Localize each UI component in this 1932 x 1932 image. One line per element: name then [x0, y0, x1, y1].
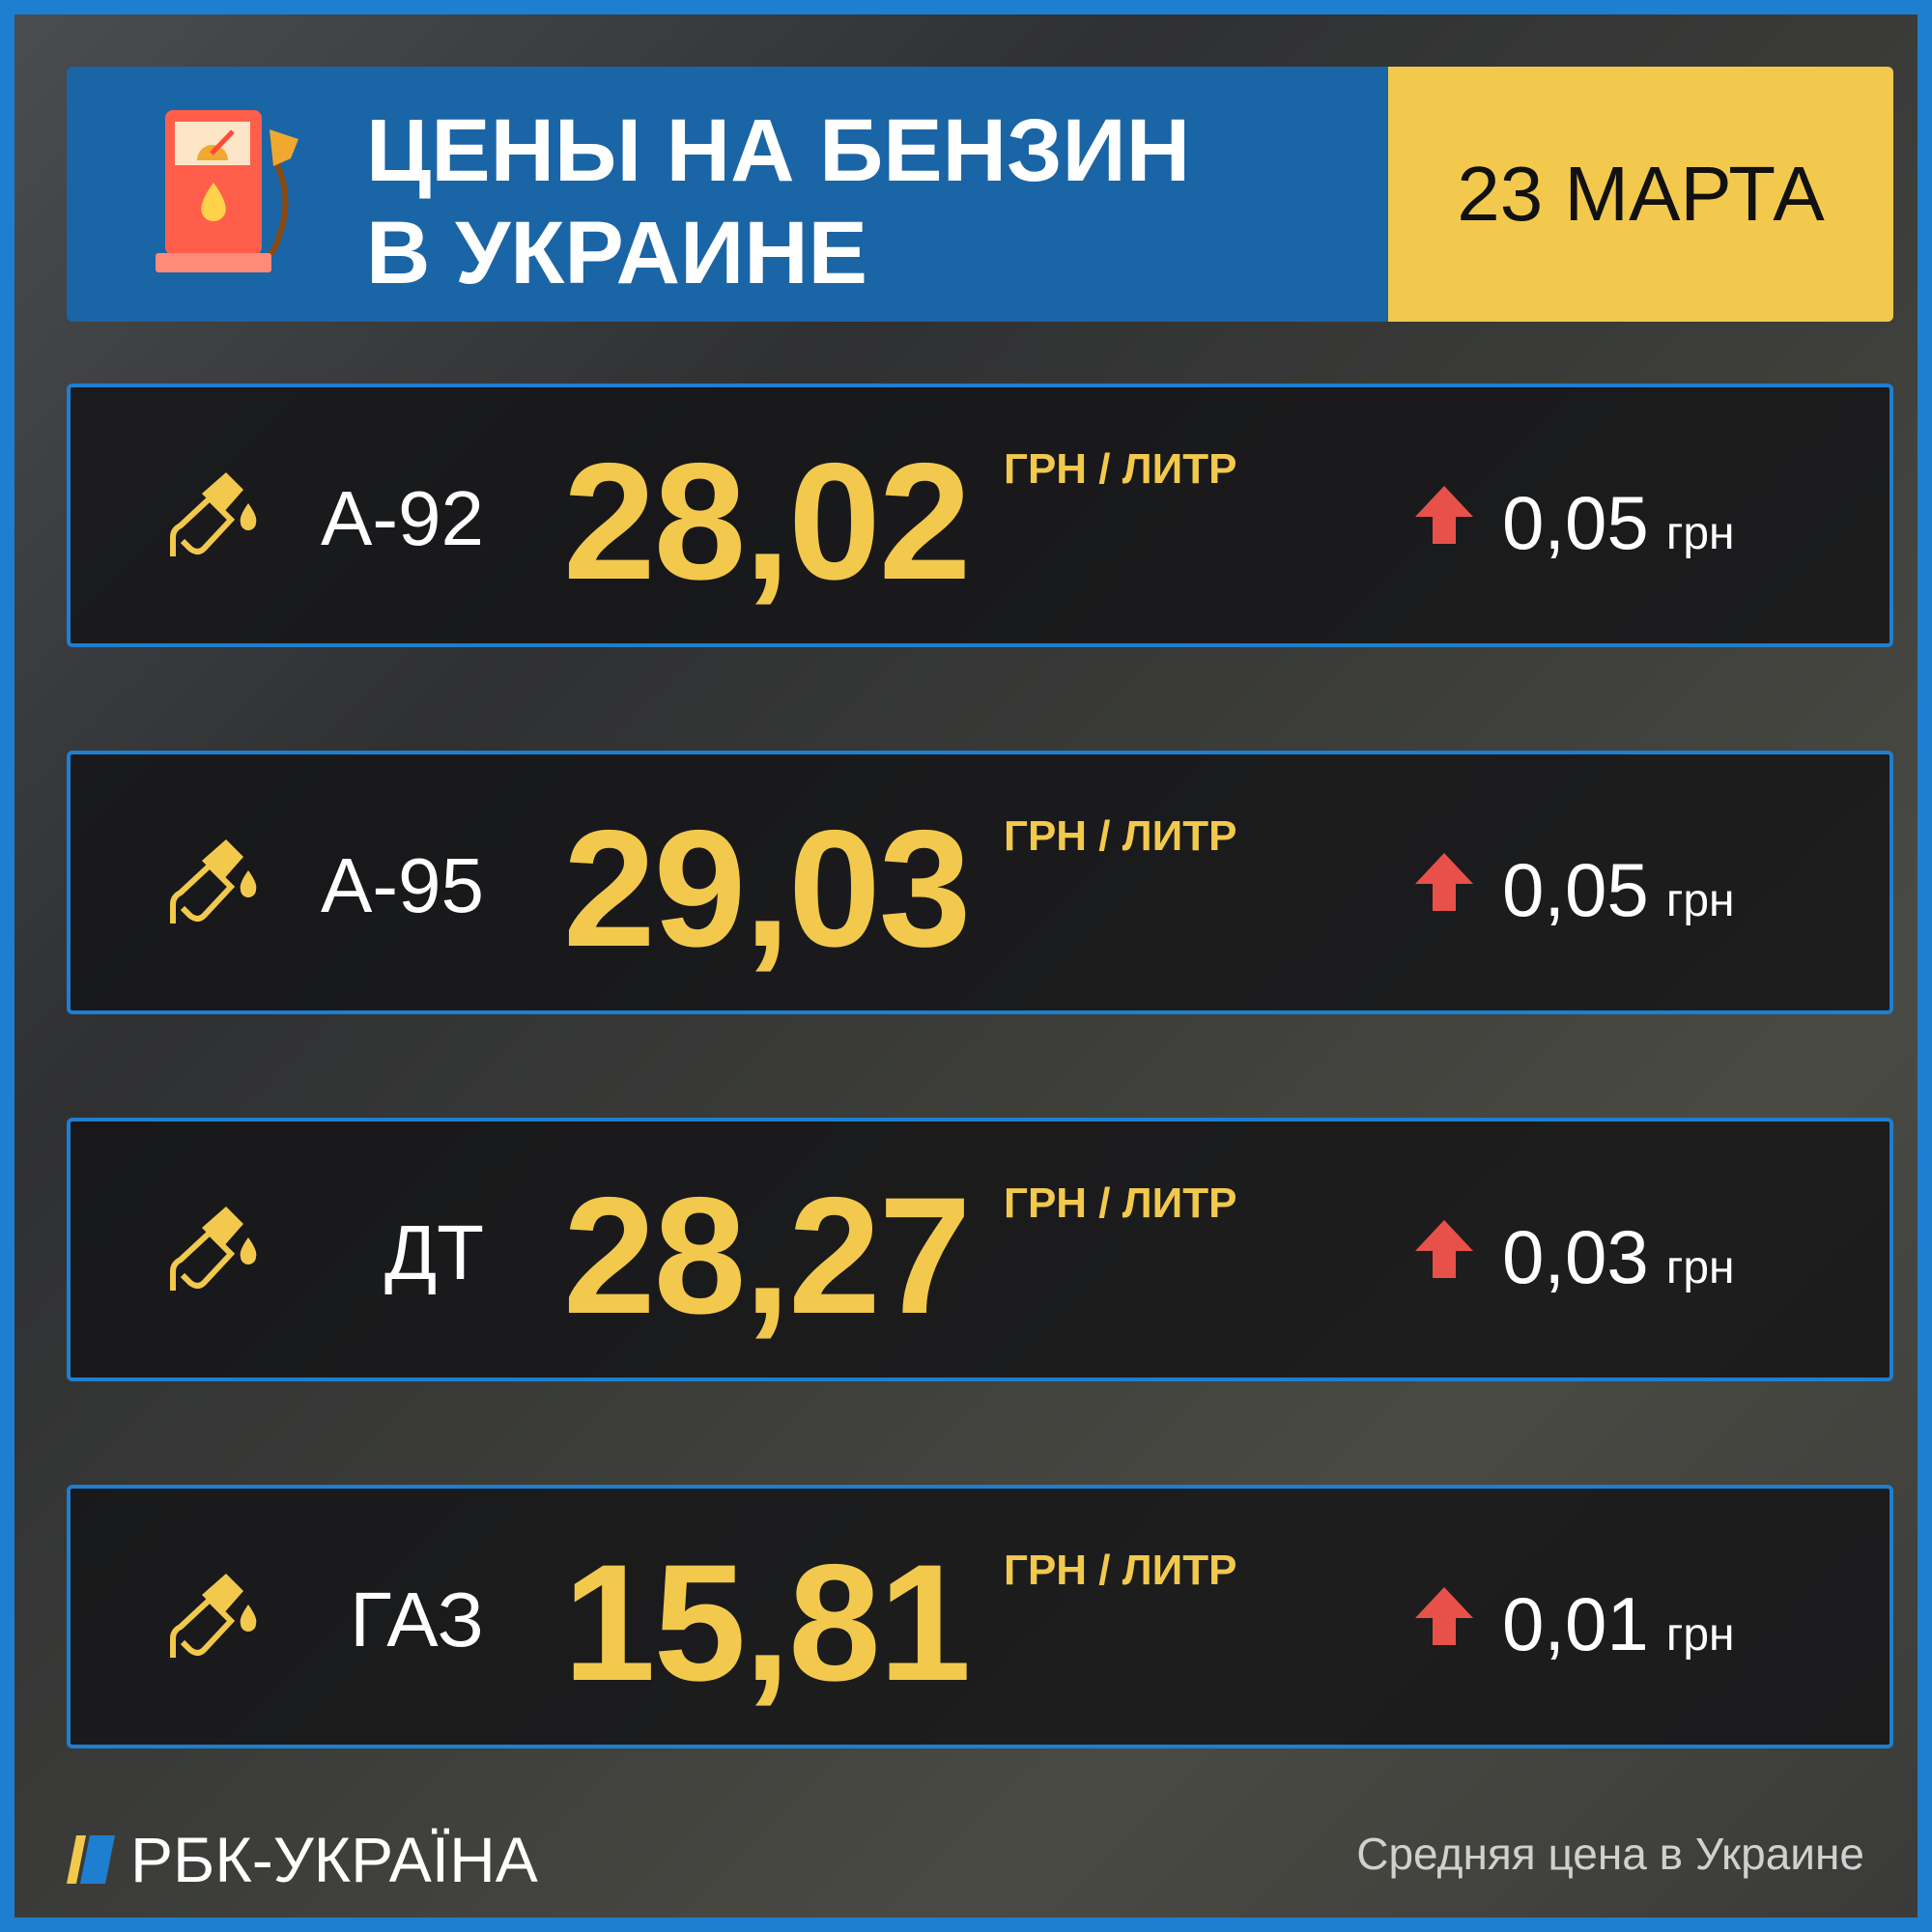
price-unit: ГРН / ЛИТР — [1004, 445, 1237, 493]
price-change: 0,03 грн — [1502, 1214, 1735, 1299]
arrow-up-icon — [1415, 486, 1473, 544]
fuel-price-card: А-95 29,03 ГРН / ЛИТР 0,05 грн — [67, 751, 1893, 1014]
fuel-nozzle-icon — [170, 1207, 257, 1291]
price-unit: ГРН / ЛИТР — [1004, 1179, 1237, 1227]
fuel-pump-icon — [156, 110, 298, 272]
fuel-price: 15,81 — [563, 1530, 971, 1716]
header-banner: ЦЕНЫ НА БЕНЗИН В УКРАИНЕ 23 МАРТА — [67, 67, 1893, 322]
fuel-price-card: А-92 28,02 ГРН / ЛИТР 0,05 грн — [67, 384, 1893, 647]
footer-note: Средняя цена в Украине — [1356, 1829, 1864, 1879]
fuel-type-label: ГАЗ — [350, 1577, 484, 1662]
fuel-price-card: ДТ 28,27 ГРН / ЛИТР 0,03 грн — [67, 1118, 1893, 1381]
fuel-type-label: А-95 — [321, 842, 484, 928]
arrow-up-icon — [1415, 1220, 1473, 1278]
price-change: 0,05 грн — [1502, 847, 1735, 932]
fuel-nozzle-icon — [170, 1574, 257, 1658]
brand-logo: РБК-УКРАЇНА — [67, 1823, 538, 1896]
fuel-price: 28,02 — [563, 429, 971, 614]
fuel-nozzle-icon — [170, 472, 257, 556]
fuel-price: 28,27 — [563, 1163, 971, 1349]
fuel-nozzle-icon — [170, 839, 257, 923]
price-change: 0,01 грн — [1502, 1581, 1735, 1666]
brand-name: РБК-УКРАЇНА — [130, 1824, 538, 1895]
rbc-logo-icon — [67, 1835, 115, 1884]
fuel-price-card: ГАЗ 15,81 ГРН / ЛИТР 0,01 грн — [67, 1485, 1893, 1748]
arrow-up-icon — [1415, 1587, 1473, 1645]
fuel-type-label: А-92 — [321, 475, 484, 561]
fuel-type-label: ДТ — [384, 1209, 484, 1295]
fuel-price: 29,03 — [563, 796, 971, 981]
arrow-up-icon — [1415, 853, 1473, 911]
date-badge: 23 МАРТА — [1388, 67, 1893, 322]
page-title: ЦЕНЫ НА БЕНЗИН В УКРАИНЕ — [366, 101, 1191, 302]
price-unit: ГРН / ЛИТР — [1004, 812, 1237, 860]
price-change: 0,05 грн — [1502, 480, 1735, 565]
price-unit: ГРН / ЛИТР — [1004, 1547, 1237, 1594]
